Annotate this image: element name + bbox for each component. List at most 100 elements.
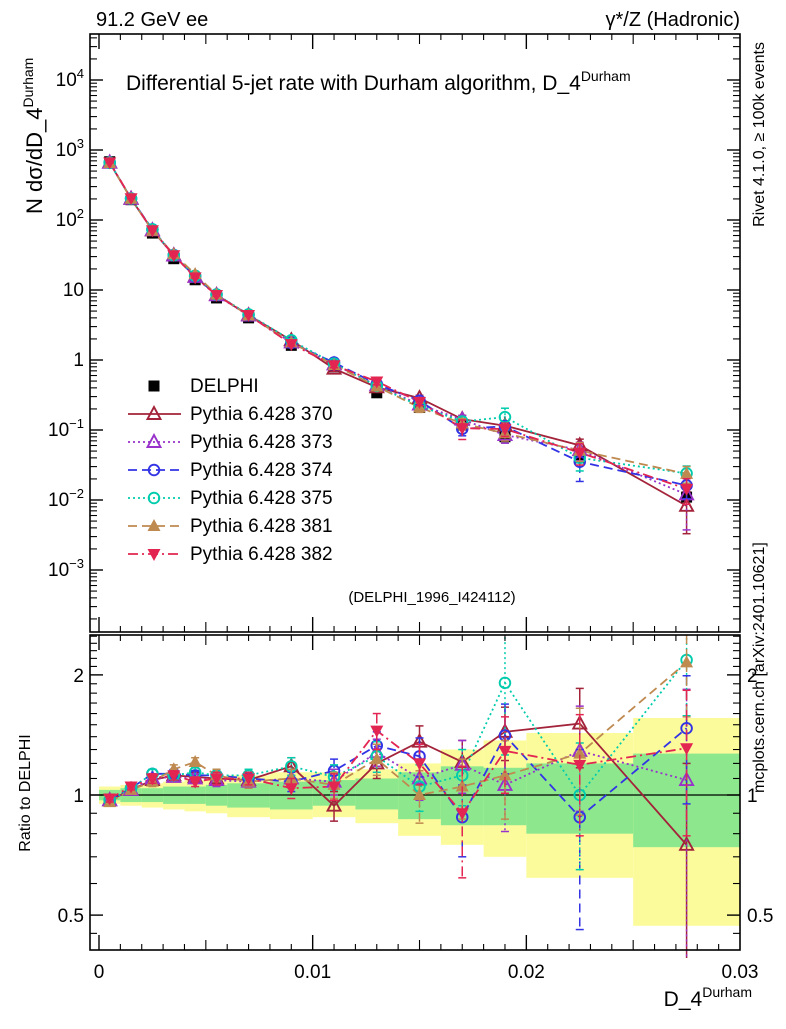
marker-triangle-down-filled (124, 193, 138, 206)
marker-triangle-down-filled (413, 396, 427, 409)
marker-triangle-up-filled (680, 466, 694, 479)
legend-item: Pythia 6.428 375 (128, 488, 333, 509)
tick-label: 0.03 (722, 962, 759, 983)
marker-triangle-down-filled (680, 483, 694, 496)
header-right: γ*/Z (Hadronic) (606, 9, 740, 31)
marker-triangle-down-filled (327, 781, 341, 794)
series-line (108, 162, 687, 475)
marker-triangle-down-filled (188, 776, 202, 789)
marker-triangle-down-filled (327, 360, 341, 373)
marker-triangle-down-filled (455, 808, 469, 821)
legend-item: Pythia 6.428 374 (128, 460, 333, 481)
watermark-analysis-id: (DELPHI_1996_I424112) (348, 589, 515, 606)
legend-item: Pythia 6.428 381 (128, 516, 333, 537)
marker-triangle-up-filled (455, 779, 469, 792)
marker-circle-open (498, 676, 512, 690)
main-panel-series (101, 153, 695, 535)
legend: DELPHI Pythia 6.428 370 Pythia 6.428 373 Py… (128, 376, 333, 565)
tick-label: 0 (94, 962, 105, 983)
tick-label: 0.5 (747, 906, 773, 927)
marker-triangle-down-filled (242, 309, 256, 322)
x-axis-label: D_4Durham (664, 984, 752, 1011)
marker-circle-open (147, 463, 161, 477)
marker-triangle-down-filled (103, 157, 117, 170)
marker-triangle-down-filled (145, 773, 159, 786)
series-line (108, 162, 687, 475)
marker-triangle-down-filled (210, 290, 224, 303)
marker-circle-open (147, 491, 161, 505)
marker-triangle-down-filled (188, 272, 202, 285)
marker-triangle-down-filled (573, 759, 587, 772)
green-band-bin (355, 778, 399, 810)
marker-triangle-up-filled (573, 746, 587, 759)
tick-label: 0.01 (294, 962, 331, 983)
marker-triangle-down-filled (413, 758, 427, 771)
tick-label: 104 (56, 66, 84, 91)
y-axis-label-ratio: Ratio to DELPHI (17, 734, 34, 851)
marker-triangle-down-filled (167, 770, 181, 783)
tick-label: 1 (73, 350, 84, 371)
tick-label: 103 (56, 136, 84, 161)
legend-item: Pythia 6.428 382 (128, 544, 333, 565)
panel-frame (89, 33, 741, 633)
marker-square-filled (148, 380, 160, 392)
marker-triangle-up-filled (413, 788, 427, 800)
plot-title: Differential 5-jet rate with Durham algo… (126, 68, 631, 95)
tick-label: 10−3 (48, 556, 84, 581)
ratio-panel-series (90, 635, 740, 958)
marker-triangle-down-filled (498, 424, 512, 437)
marker-triangle-down-filled (124, 781, 138, 794)
legend-item: DELPHI (148, 376, 259, 397)
marker-triangle-up-filled (370, 752, 384, 765)
legend-item: Pythia 6.428 373 (128, 432, 333, 453)
marker-triangle-down-filled (103, 793, 117, 806)
legend-label: Pythia 6.428 374 (190, 460, 333, 481)
tick-label: 2 (73, 666, 84, 687)
marker-triangle-down-filled (455, 423, 469, 436)
marker-triangle-up-filled (188, 754, 202, 767)
legend-label: Pythia 6.428 381 (190, 516, 333, 537)
marker-triangle-down-filled (145, 225, 159, 238)
legend-label: DELPHI (190, 376, 259, 397)
marker-triangle-down-filled (210, 773, 224, 786)
tick-label: 10 (63, 280, 84, 301)
header-left: 91.2 GeV ee (96, 9, 208, 31)
marker-triangle-down-filled (284, 339, 298, 352)
marker-triangle-down-filled (284, 783, 298, 796)
marker-triangle-down-filled (370, 376, 384, 389)
mcplots-arxiv-note: mcplots.cern.ch [arXiv:2401.10621] (751, 542, 768, 793)
tick-label: 1 (747, 786, 758, 807)
marker-triangle-down-filled (147, 549, 161, 561)
y-axis-label-main: N dσ/dD_4Durham (20, 58, 47, 214)
marker-triangle-down-filled (498, 745, 512, 758)
marker-triangle-up-filled (147, 519, 161, 531)
marker-triangle-down-filled (370, 725, 384, 738)
legend-label: Pythia 6.428 370 (190, 404, 333, 425)
axes-frames-and-ticks (89, 33, 741, 951)
tick-label: 0.02 (508, 962, 545, 983)
legend-label: Pythia 6.428 375 (190, 488, 333, 509)
marker-triangle-up-open (145, 433, 163, 448)
rivet-version-note: Rivet 4.1.0, ≥ 100k events (751, 42, 768, 227)
marker-triangle-down-filled (242, 773, 256, 786)
tick-label: 10−2 (48, 486, 84, 511)
tick-label: 0.5 (58, 906, 84, 927)
marker-triangle-up-open (325, 796, 343, 812)
panel-frame (89, 634, 741, 951)
tick-label: 10−1 (48, 416, 84, 441)
marker-triangle-down-filled (680, 743, 694, 756)
marker-triangle-up-open (145, 405, 163, 420)
marker-triangle-up-filled (284, 771, 298, 784)
tick-label: 1 (73, 786, 84, 807)
marker-triangle-down-filled (573, 447, 587, 460)
marker-triangle-up-filled (680, 655, 694, 668)
marker-triangle-down-filled (167, 250, 181, 263)
tick-label: 102 (56, 206, 84, 231)
tick-label: 2 (747, 666, 758, 687)
marker-triangle-up-filled (498, 768, 512, 781)
legend-label: Pythia 6.428 373 (190, 432, 333, 453)
legend-item: Pythia 6.428 370 (128, 404, 333, 425)
